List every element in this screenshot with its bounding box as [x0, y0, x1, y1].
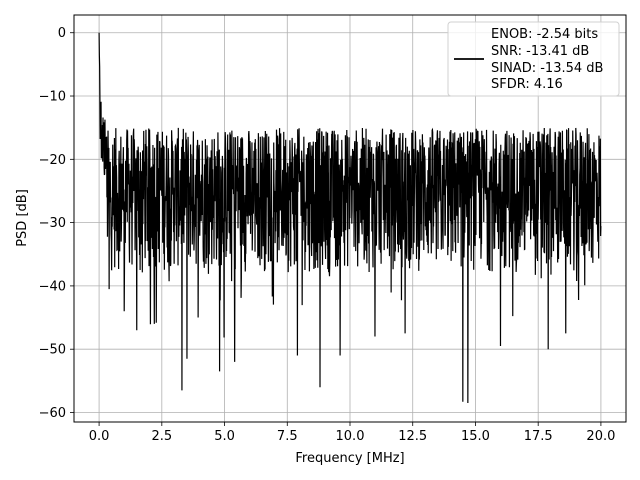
x-tick-label: 20.0 [586, 429, 615, 444]
x-tick-label: 2.5 [151, 429, 172, 444]
y-tick-label: −50 [39, 343, 66, 358]
x-axis-label: Frequency [MHz] [295, 451, 404, 466]
legend: ENOB: -2.54 bits SNR: -13.41 dB SINAD: -… [447, 21, 620, 97]
y-tick-label: −10 [39, 90, 66, 105]
x-tick-label: 10.0 [336, 429, 365, 444]
plot-area [98, 32, 602, 404]
x-axis: 0.0 2.5 5.0 7.5 10.0 12.5 15.0 17.5 20.0 [89, 422, 615, 444]
x-tick-label: 12.5 [398, 429, 427, 444]
x-tick-label: 5.0 [214, 429, 235, 444]
y-tick-label: −30 [39, 216, 66, 231]
legend-text-sfdr: SFDR: 4.16 [491, 77, 563, 92]
psd-series-line [98, 32, 602, 404]
y-axis: 0 −10 −20 −30 −40 −50 −60 [39, 26, 74, 421]
legend-text-sinad: SINAD: -13.54 dB [491, 61, 603, 76]
x-tick-label: 15.0 [461, 429, 490, 444]
y-tick-label: −40 [39, 279, 66, 294]
x-tick-label: 0.0 [89, 429, 110, 444]
y-tick-label: 0 [58, 26, 66, 41]
y-tick-label: −20 [39, 153, 66, 168]
y-axis-label: PSD [dB] [15, 189, 30, 247]
x-tick-label: 7.5 [277, 429, 298, 444]
legend-box [447, 21, 620, 97]
legend-text-enob: ENOB: -2.54 bits [491, 27, 598, 42]
y-tick-label: −60 [39, 406, 66, 421]
legend-text-snr: SNR: -13.41 dB [491, 44, 589, 59]
x-tick-label: 17.5 [524, 429, 553, 444]
